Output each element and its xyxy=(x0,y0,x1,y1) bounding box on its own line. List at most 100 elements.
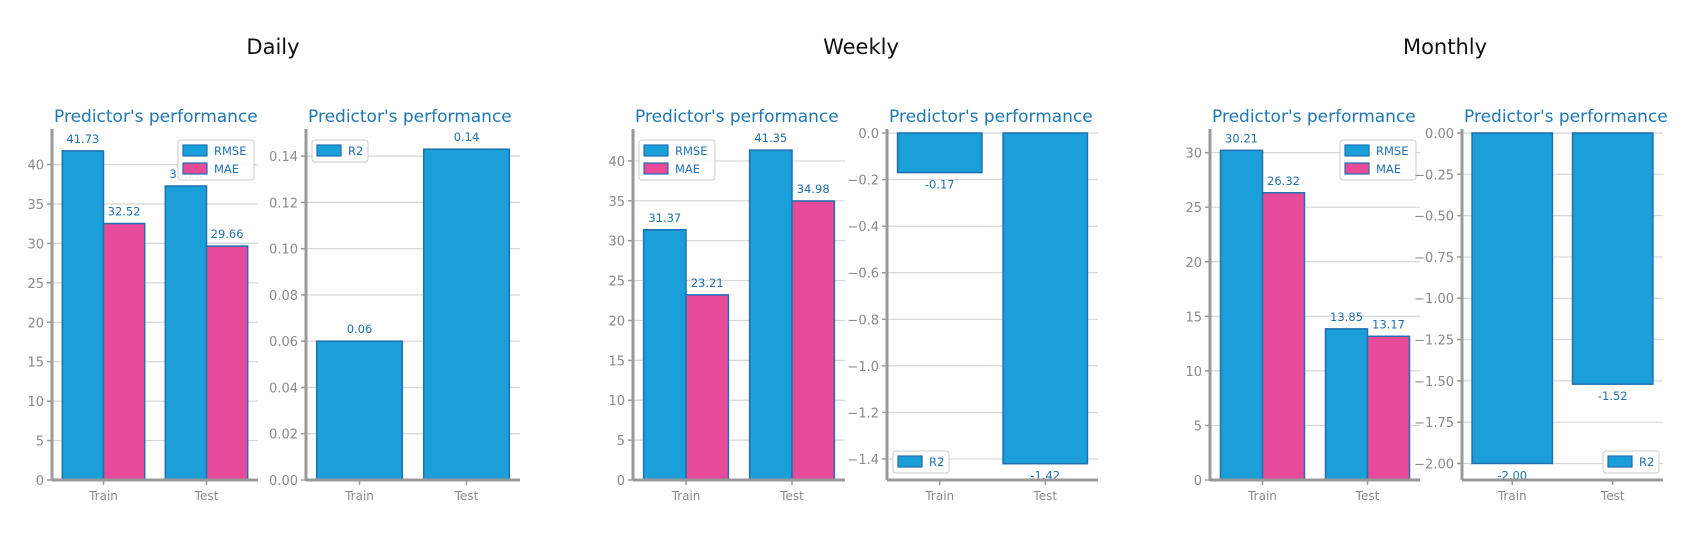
y-tick-label: 30 xyxy=(608,235,625,250)
y-tick-label: 35 xyxy=(27,198,44,213)
legend-label-mae: MAE xyxy=(1376,162,1401,176)
value-label: 41.35 xyxy=(754,131,787,145)
chart-panel-1: Predictor's performance 0.00 0.02 0.04 0.06 0… xyxy=(269,107,520,503)
y-tick-label: 10 xyxy=(608,394,625,409)
y-tick-label: −0.6 xyxy=(847,267,879,282)
y-tick-label: 5 xyxy=(1194,419,1202,434)
x-tick-label: Train xyxy=(1497,489,1527,503)
chart-title: Predictor's performance xyxy=(308,107,512,127)
value-label: 0.06 xyxy=(347,322,373,336)
y-tick-label: −1.2 xyxy=(847,406,879,421)
x-tick-label: Train xyxy=(671,489,701,503)
legend-swatch-rmse xyxy=(643,144,669,157)
y-tick-label: 0.14 xyxy=(269,150,298,165)
y-tick-label: 10 xyxy=(27,395,44,410)
legend: R2 xyxy=(311,139,369,163)
y-tick-label: −0.4 xyxy=(847,220,879,235)
legend-label-rmse: RMSE xyxy=(214,144,246,158)
value-label: 13.85 xyxy=(1330,310,1363,324)
legend-swatch-mae xyxy=(643,162,669,175)
y-tick-label: 25 xyxy=(27,277,44,292)
value-label: 41.73 xyxy=(66,132,99,146)
value-label: 29.66 xyxy=(211,227,244,241)
value-label: 13.17 xyxy=(1372,317,1405,331)
y-tick-label: 5 xyxy=(36,435,44,450)
value-label: 32.52 xyxy=(108,205,141,219)
y-tick-label: −1.4 xyxy=(847,453,879,468)
y-tick-label: −2.00 xyxy=(1414,457,1454,472)
bar-mae-test xyxy=(791,200,836,481)
bar-rmse-train xyxy=(61,150,105,481)
y-tick-label: −0.8 xyxy=(847,313,879,328)
legend-label-mae: MAE xyxy=(214,162,239,176)
charts-container: Predictor's performance 0 5 10 15 20 25 30 35 40 4… xyxy=(27,107,1667,503)
x-tick-label: Train xyxy=(1247,489,1277,503)
legend: RMSE MAE xyxy=(638,139,716,181)
y-tick-label: 0.04 xyxy=(269,381,298,396)
value-label: 31.37 xyxy=(648,211,681,225)
x-tick-label: Test xyxy=(1032,489,1057,503)
y-tick-label: 30 xyxy=(27,237,44,252)
bar-rmse-train xyxy=(1219,149,1264,481)
bar-mae-train xyxy=(102,222,146,481)
x-tick-label: Train xyxy=(924,489,954,503)
y-tick-label: 15 xyxy=(1185,310,1202,325)
x-tick-label: Test xyxy=(454,489,479,503)
y-tick-label: 15 xyxy=(27,356,44,371)
bar-r2-test xyxy=(1002,132,1089,465)
legend-swatch-r2 xyxy=(316,144,342,157)
chart-title: Predictor's performance xyxy=(635,107,839,127)
legend: R2 xyxy=(892,450,950,474)
chart-title: Predictor's performance xyxy=(54,107,258,127)
x-tick-label: Train xyxy=(88,489,118,503)
value-label: -0.17 xyxy=(925,178,955,192)
group-title-daily: Daily xyxy=(246,35,299,59)
legend-swatch-r2 xyxy=(897,455,923,468)
y-tick-label: 25 xyxy=(608,275,625,290)
y-tick-label: 40 xyxy=(608,155,625,170)
y-tick-label: −0.2 xyxy=(847,174,879,189)
legend: RMSE MAE xyxy=(177,139,255,181)
value-label: 34.98 xyxy=(797,182,830,196)
legend-swatch-mae xyxy=(182,162,208,175)
chart-title: Predictor's performance xyxy=(1464,107,1668,127)
x-tick-label: Test xyxy=(779,489,804,503)
legend-label-rmse: RMSE xyxy=(1376,144,1408,158)
chart-title: Predictor's performance xyxy=(889,107,1093,127)
group-title-monthly: Monthly xyxy=(1403,35,1487,59)
legend-label-r2: R2 xyxy=(348,144,363,158)
y-tick-label: 30 xyxy=(1185,147,1202,162)
chart-panel-4: Predictor's performance 0 5 10 15 20 25 30 30.21… xyxy=(1185,107,1420,503)
y-tick-label: 20 xyxy=(27,316,44,331)
y-tick-label: −1.50 xyxy=(1414,375,1454,390)
legend-label-r2: R2 xyxy=(929,455,944,469)
bar-rmse-test xyxy=(1324,328,1369,481)
y-tick-label: −1.25 xyxy=(1414,334,1454,349)
bar-mae-test xyxy=(205,245,249,481)
bar-rmse-test xyxy=(164,185,208,481)
chart-title: Predictor's performance xyxy=(1212,107,1416,127)
legend-swatch-mae xyxy=(1344,162,1370,175)
legend-label-mae: MAE xyxy=(675,162,700,176)
bar-mae-test xyxy=(1366,335,1411,481)
y-tick-label: 0 xyxy=(36,474,44,489)
bar-mae-train xyxy=(685,294,730,481)
chart-panel-2: Predictor's performance 0 5 10 15 20 25 30 35 40 3… xyxy=(608,107,845,503)
bar-r2-train xyxy=(1471,132,1554,465)
bar-r2-test xyxy=(422,148,511,481)
y-tick-label: 0.10 xyxy=(269,243,298,258)
bar-r2-train xyxy=(896,132,983,174)
chart-panel-3: Predictor's performance 0.0 −0.2 −0.4 −0.6 −0… xyxy=(847,107,1098,503)
y-tick-label: −1.00 xyxy=(1414,292,1454,307)
y-tick-label: 0.00 xyxy=(269,474,298,489)
x-tick-label: Test xyxy=(1600,489,1625,503)
y-tick-label: 0 xyxy=(617,474,625,489)
y-tick-label: 0.08 xyxy=(269,289,298,304)
y-tick-label: 0.12 xyxy=(269,196,298,211)
legend: R2 xyxy=(1602,450,1660,474)
value-label: -1.52 xyxy=(1598,389,1628,403)
y-tick-label: −1.0 xyxy=(847,360,879,375)
value-label: 23.21 xyxy=(691,276,724,290)
x-tick-label: Test xyxy=(1355,489,1380,503)
legend-label-r2: R2 xyxy=(1639,455,1654,469)
